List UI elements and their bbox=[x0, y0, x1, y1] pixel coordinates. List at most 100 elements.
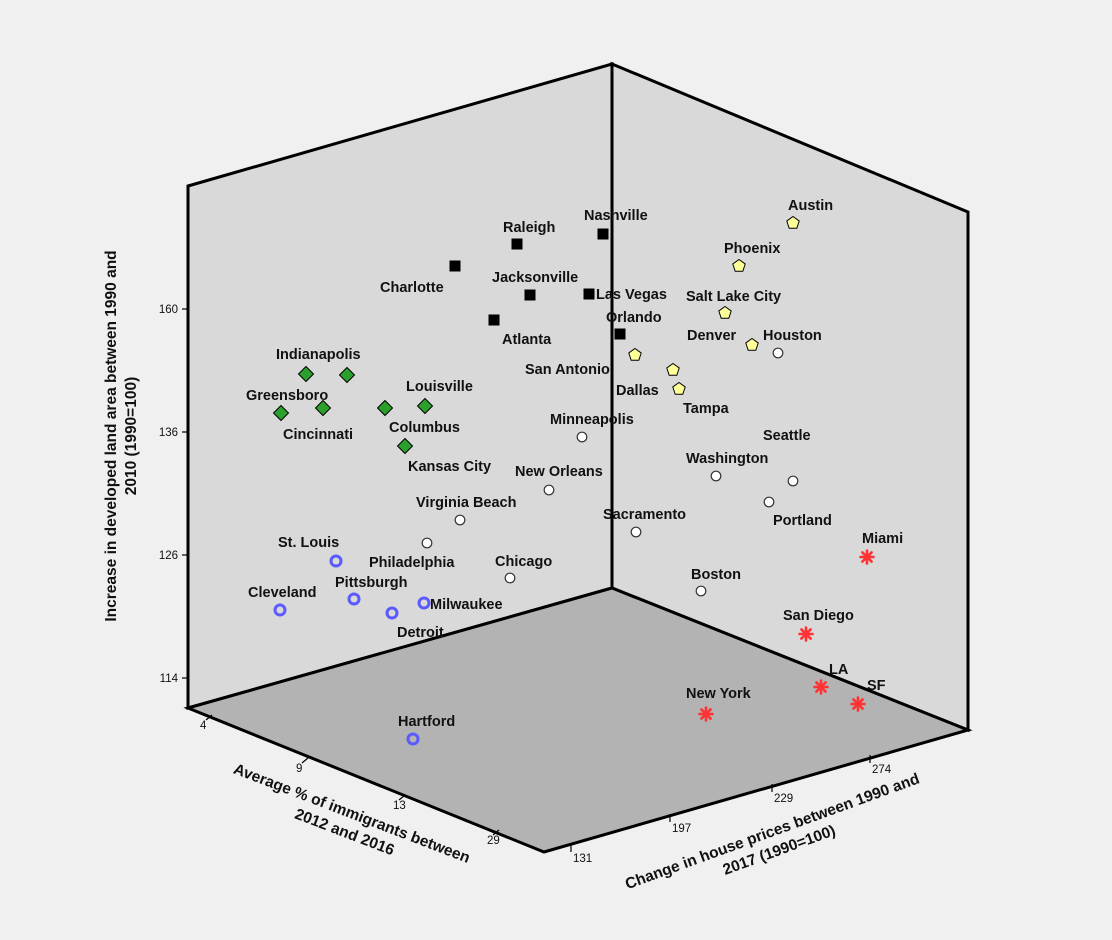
point-hartford-marker bbox=[406, 732, 420, 746]
point-chicago-marker bbox=[504, 572, 516, 584]
point-greensboro: Greensboro bbox=[246, 388, 328, 422]
point-kansas-city: Kansas City bbox=[396, 437, 491, 475]
x-tick-label: 9 bbox=[296, 763, 302, 775]
point-charlotte-marker bbox=[449, 260, 461, 272]
point-seattle: Seattle bbox=[763, 428, 811, 487]
point-philadelphia-marker bbox=[421, 537, 433, 549]
point-label-hartford: Hartford bbox=[398, 714, 455, 730]
point-miami-marker bbox=[859, 549, 875, 565]
point-virginia-beach-marker bbox=[454, 514, 466, 526]
point-raleigh: Raleigh bbox=[503, 220, 555, 250]
point-hartford: Hartford bbox=[398, 714, 455, 746]
point-cincinnati: Cincinnati bbox=[283, 399, 353, 443]
point-label-boston: Boston bbox=[691, 567, 741, 583]
point-cincinnati-marker bbox=[314, 399, 332, 417]
point-label-columbus: Columbus bbox=[389, 420, 460, 436]
point-label-tampa: Tampa bbox=[683, 401, 730, 417]
point-indianapolis: Indianapolis bbox=[276, 347, 361, 383]
point-seattle-marker bbox=[787, 475, 799, 487]
point-label-cincinnati: Cincinnati bbox=[283, 427, 353, 443]
point-denver-marker bbox=[745, 337, 759, 351]
z-tick-label: 131 bbox=[573, 853, 592, 865]
point-jacksonville: Jacksonville bbox=[492, 270, 578, 301]
point-louisville-marker bbox=[416, 397, 434, 415]
point-indianapolis-2 bbox=[338, 366, 356, 384]
point-phoenix-marker bbox=[732, 258, 746, 272]
point-label-new-orleans: New Orleans bbox=[515, 464, 603, 480]
floor bbox=[183, 586, 973, 854]
x-tick-mark bbox=[205, 714, 213, 721]
point-label-miami: Miami bbox=[862, 531, 903, 547]
point-label-san-diego: San Diego bbox=[783, 608, 854, 624]
point-san-diego: San Diego bbox=[783, 608, 854, 642]
point-label-denver: Denver bbox=[687, 328, 737, 344]
point-louisville: Louisville bbox=[406, 379, 473, 415]
z-tick-label: 197 bbox=[672, 823, 691, 835]
point-denver: Denver bbox=[687, 328, 759, 351]
z-tick-label: 229 bbox=[774, 793, 793, 805]
point-label-raleigh: Raleigh bbox=[503, 220, 555, 236]
point-new-orleans: New Orleans bbox=[515, 464, 603, 496]
point-tampa-marker bbox=[672, 381, 686, 395]
data-points: Nashville Raleigh Charlotte Jacksonville Las… bbox=[246, 198, 903, 746]
point-new-york-marker bbox=[698, 706, 714, 722]
point-label-chicago: Chicago bbox=[495, 554, 552, 570]
point-detroit-marker bbox=[385, 606, 399, 620]
point-dallas-marker bbox=[666, 362, 680, 376]
point-indianapolis-2-marker bbox=[338, 366, 356, 384]
point-cleveland: Cleveland bbox=[248, 585, 317, 617]
point-san-antonio: San Antonio bbox=[525, 347, 642, 378]
point-columbus-marker bbox=[376, 399, 394, 417]
point-austin: Austin bbox=[786, 198, 833, 229]
point-boston-marker bbox=[695, 585, 707, 597]
y-axis-title-line-1: Increase in developed land area between … bbox=[103, 250, 120, 621]
point-las-vegas-marker bbox=[583, 288, 595, 300]
x-tick-label: 4 bbox=[200, 720, 207, 732]
point-sf: SF bbox=[850, 678, 886, 712]
point-label-portland: Portland bbox=[773, 513, 832, 529]
point-philadelphia: Philadelphia bbox=[369, 537, 455, 571]
point-cleveland-marker bbox=[273, 603, 287, 617]
point-label-indianapolis: Indianapolis bbox=[276, 347, 361, 363]
point-label-san-antonio: San Antonio bbox=[525, 362, 610, 378]
point-tampa: Tampa bbox=[672, 381, 730, 417]
point-dallas: Dallas bbox=[616, 362, 680, 399]
point-label-jacksonville: Jacksonville bbox=[492, 270, 578, 286]
point-kansas-city-marker bbox=[396, 437, 414, 455]
point-chicago: Chicago bbox=[495, 554, 552, 584]
point-label-detroit: Detroit bbox=[397, 625, 444, 641]
point-milwaukee: Milwaukee bbox=[417, 596, 503, 613]
point-label-st-louis: St. Louis bbox=[278, 535, 339, 551]
point-salt-lake-city-marker bbox=[718, 305, 732, 319]
point-pittsburgh-marker bbox=[347, 592, 361, 606]
point-phoenix: Phoenix bbox=[724, 241, 780, 272]
point-label-cleveland: Cleveland bbox=[248, 585, 317, 601]
point-minneapolis: Minneapolis bbox=[550, 412, 634, 443]
y-tick-label: 126 bbox=[159, 550, 178, 562]
point-label-phoenix: Phoenix bbox=[724, 241, 780, 257]
point-label-nashville: Nashville bbox=[584, 208, 648, 224]
point-las-vegas: Las Vegas bbox=[583, 287, 667, 303]
point-washington: Washington bbox=[686, 451, 768, 482]
point-label-charlotte: Charlotte bbox=[380, 280, 444, 296]
point-atlanta: Atlanta bbox=[488, 314, 552, 348]
y-tick-label: 136 bbox=[159, 427, 178, 439]
point-indianapolis-marker bbox=[297, 365, 315, 383]
point-portland: Portland bbox=[763, 496, 832, 529]
point-st-louis: St. Louis bbox=[278, 535, 343, 568]
point-jacksonville-marker bbox=[524, 289, 536, 301]
point-minneapolis-marker bbox=[576, 431, 588, 443]
point-label-sacramento: Sacramento bbox=[603, 507, 686, 523]
y-axis-title: Increase in developed land area between … bbox=[103, 250, 140, 621]
point-label-pittsburgh: Pittsburgh bbox=[335, 575, 408, 591]
point-houston-marker bbox=[772, 347, 784, 359]
point-label-virginia-beach: Virginia Beach bbox=[416, 495, 516, 511]
point-raleigh-marker bbox=[511, 238, 523, 250]
point-detroit: Detroit bbox=[385, 606, 444, 641]
point-label-washington: Washington bbox=[686, 451, 768, 467]
x-tick-label: 29 bbox=[487, 835, 500, 847]
point-label-orlando: Orlando bbox=[606, 310, 662, 326]
point-san-antonio-marker bbox=[628, 347, 642, 361]
point-label-salt-lake-city: Salt Lake City bbox=[686, 289, 781, 305]
x-axis-ticks: 4 9 13 29 bbox=[200, 714, 500, 847]
